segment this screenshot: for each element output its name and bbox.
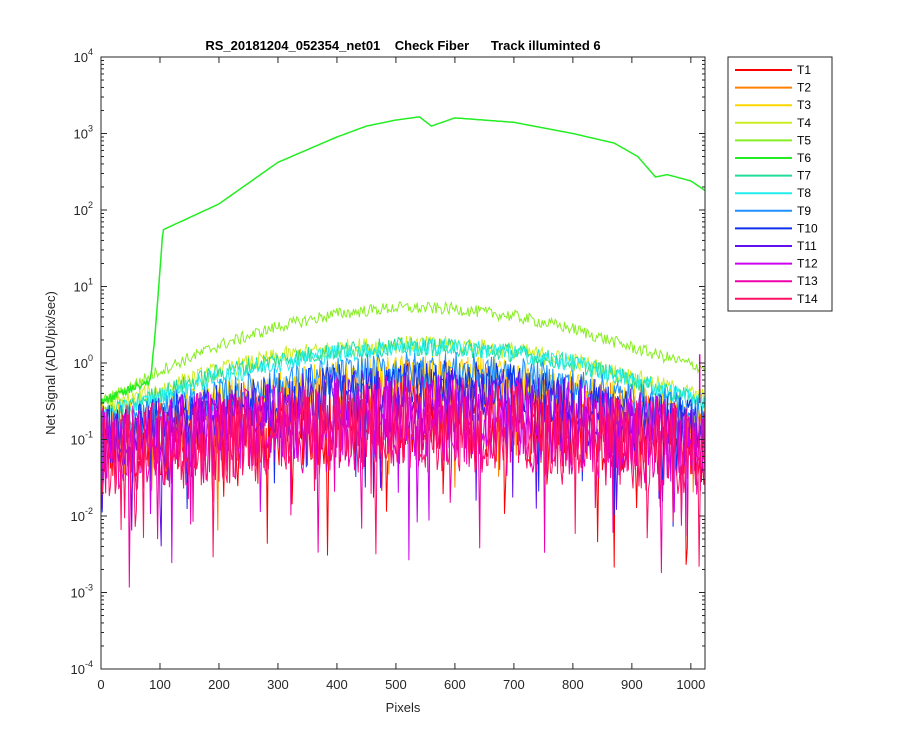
series-line-t14	[101, 382, 705, 567]
series-layer	[101, 116, 705, 588]
x-tick-label: 1000	[676, 677, 705, 692]
y-tick-label: 10-2	[71, 506, 93, 524]
legend-label-t1: T1	[797, 63, 811, 77]
legend-label-t8: T8	[797, 186, 811, 200]
y-tick-label: 10-1	[71, 430, 93, 448]
legend-label-t13: T13	[797, 274, 818, 288]
x-tick-label: 700	[503, 677, 525, 692]
legend-label-t6: T6	[797, 151, 811, 165]
x-tick-label: 800	[562, 677, 584, 692]
legend-label-t9: T9	[797, 204, 811, 218]
legend-label-t14: T14	[797, 292, 818, 306]
y-tick-label: 101	[74, 277, 93, 295]
y-tick-label: 10-4	[71, 659, 93, 677]
y-tick-label: 10-3	[71, 583, 93, 601]
x-tick-label: 600	[444, 677, 466, 692]
x-tick-label: 300	[267, 677, 289, 692]
legend-label-t4: T4	[797, 116, 811, 130]
legend-label-t7: T7	[797, 169, 811, 183]
legend-label-t11: T11	[797, 239, 817, 253]
plot-background	[101, 57, 705, 669]
ticks-layer: 0 100 200 300 400 500 600 700 800 900 1000 10-4 10-3…	[71, 47, 706, 692]
x-tick-label: 100	[149, 677, 171, 692]
series-line-t6	[101, 116, 705, 406]
legend-box	[727, 56, 833, 312]
legend-label-t2: T2	[797, 81, 811, 95]
series-line-t5	[101, 300, 705, 408]
x-tick-label: 200	[208, 677, 230, 692]
x-tick-label: 400	[326, 677, 348, 692]
y-tick-label: 104	[74, 47, 93, 65]
y-tick-label: 103	[74, 124, 93, 142]
legend-label-t5: T5	[797, 133, 811, 147]
x-axis-label: Pixels	[386, 700, 421, 715]
legend-label-t3: T3	[797, 98, 811, 112]
y-tick-label: 100	[74, 353, 93, 371]
chart-title: RS_20181204_052354_net01 Check Fiber Tra…	[205, 38, 600, 53]
x-tick-label: 500	[385, 677, 407, 692]
x-tick-label: 0	[97, 677, 104, 692]
y-tick-label: 102	[74, 200, 93, 218]
y-axis-label: Net Signal (ADU/pix/sec)	[43, 291, 58, 435]
legend-label-t12: T12	[797, 257, 818, 271]
series-line-t8	[101, 336, 705, 425]
legend: T1 T2 T3 T4 T5 T6 T7 T8 T9 T10 T11 T12 T13 T14	[727, 56, 833, 312]
series-line-t11	[101, 368, 705, 547]
x-tick-label: 900	[621, 677, 643, 692]
legend-label-t10: T10	[797, 221, 818, 235]
